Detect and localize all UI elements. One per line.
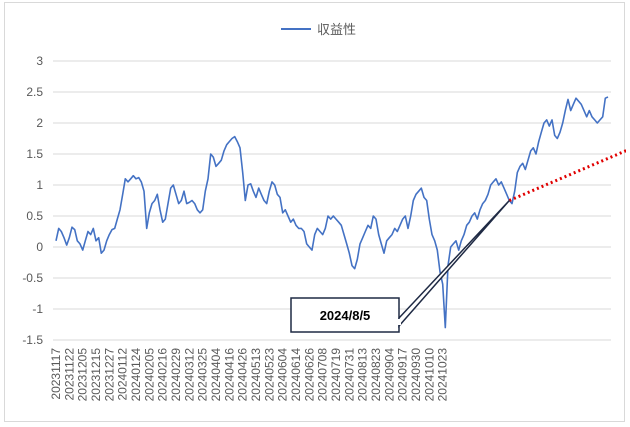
x-tick-label: 20240930: [409, 348, 423, 402]
y-tick-label: 1.5: [26, 147, 43, 161]
y-tick-label: -0.5: [22, 271, 43, 285]
x-tick-label: 20240614: [289, 348, 303, 402]
x-tick-label: 20240604: [276, 348, 290, 402]
y-tick-label: -1.5: [22, 333, 43, 347]
x-tick-label: 20231227: [102, 348, 116, 402]
x-tick-label: 20240205: [142, 348, 156, 402]
legend-label: 収益性: [317, 23, 356, 38]
x-tick-label: 20240229: [169, 348, 183, 402]
x-tick-label: 20240112: [116, 348, 130, 401]
callout-box: [290, 297, 400, 333]
trend-arrow-line: [508, 149, 626, 202]
x-tick-label: 20241023: [436, 348, 450, 402]
y-tick-label: 3: [36, 54, 43, 68]
y-tick-label: 0.5: [26, 209, 43, 223]
x-tick-label: 20241010: [422, 348, 436, 402]
x-tick-label: 20240416: [222, 348, 236, 402]
x-tick-label: 20240904: [382, 348, 396, 402]
x-tick-label: 20240626: [302, 348, 316, 402]
x-tick-label: 20240731: [342, 348, 356, 402]
y-tick-label: 2: [36, 116, 43, 130]
chart-frame: -1.5 -1 -0.5 0 0.5 1 1.5 2 2.5 3 20231117 20231122 2…: [4, 2, 626, 422]
x-tick-label: 20240708: [316, 348, 330, 402]
callout-pointer-mask: [398, 319, 401, 325]
x-tick-label: 20240404: [209, 348, 223, 402]
x-tick-label: 20240216: [156, 348, 170, 402]
x-tick-label: 20240513: [249, 348, 263, 402]
callout-pointer: [398, 199, 510, 328]
x-tick-label: 20240523: [262, 348, 276, 402]
x-tick-label: 20231122: [62, 348, 76, 401]
y-tick-label: 2.5: [26, 85, 43, 99]
callout-label: 2024/8/5: [320, 308, 371, 323]
x-tick-label: 20240917: [396, 348, 410, 402]
x-tick-label: 20240823: [369, 348, 383, 402]
x-tick-label: 20231117: [49, 348, 63, 400]
x-tick-label: 20240719: [329, 348, 343, 402]
x-tick-label: 20240124: [129, 348, 143, 402]
y-tick-label: -1: [32, 302, 43, 316]
x-tick-label: 20231205: [76, 348, 90, 402]
x-tick-label: 20240813: [356, 348, 370, 402]
series-line: [55, 96, 609, 329]
x-tick-label: 20240426: [236, 348, 250, 402]
y-tick-label: 0: [36, 240, 43, 254]
y-tick-label: 1: [36, 178, 43, 192]
x-tick-label: 20240312: [182, 348, 196, 402]
x-tick-label: 20240325: [196, 348, 210, 402]
x-tick-label: 20231215: [89, 348, 103, 402]
